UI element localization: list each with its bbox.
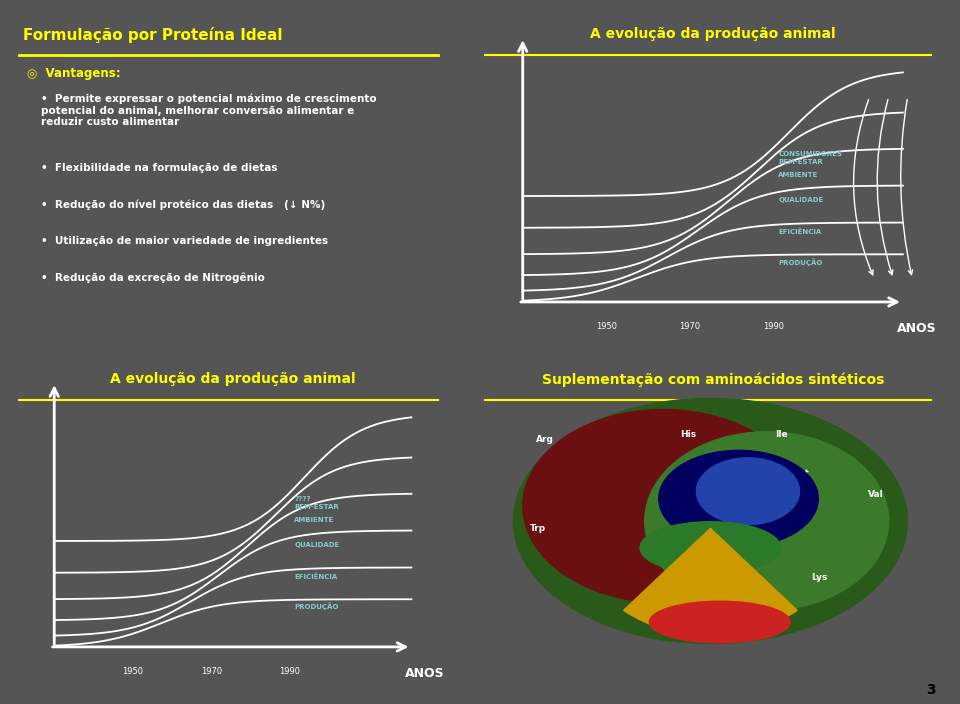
Text: 1990: 1990 bbox=[279, 667, 300, 676]
Wedge shape bbox=[624, 529, 797, 636]
Text: 1950: 1950 bbox=[122, 667, 143, 676]
Ellipse shape bbox=[514, 398, 907, 643]
Text: Lys: Lys bbox=[811, 573, 828, 582]
Text: Thr: Thr bbox=[711, 617, 729, 627]
Text: Formulação por Proteína Ideal: Formulação por Proteína Ideal bbox=[23, 27, 282, 44]
Text: 3: 3 bbox=[926, 683, 936, 697]
Text: •  Flexibilidade na formulação de dietas: • Flexibilidade na formulação de dietas bbox=[41, 163, 277, 173]
Ellipse shape bbox=[649, 601, 790, 643]
Ellipse shape bbox=[696, 458, 800, 524]
Text: •  Redução da excreção de Nitrogênio: • Redução da excreção de Nitrogênio bbox=[41, 272, 265, 283]
Text: A evolução da produção animal: A evolução da produção animal bbox=[110, 372, 355, 386]
Text: Met: Met bbox=[792, 469, 808, 478]
Text: 1970: 1970 bbox=[680, 322, 701, 331]
Text: 1970: 1970 bbox=[201, 667, 222, 676]
Text: 1990: 1990 bbox=[763, 322, 784, 331]
Text: EFICIÊNCIA: EFICIÊNCIA bbox=[779, 228, 822, 234]
Text: ANOS: ANOS bbox=[898, 322, 937, 335]
Text: QUALIDADE: QUALIDADE bbox=[295, 541, 340, 548]
Text: EFICIÊNCIA: EFICIÊNCIA bbox=[295, 573, 338, 579]
Text: BEM-ESTAR: BEM-ESTAR bbox=[295, 505, 339, 510]
Text: Val: Val bbox=[868, 490, 883, 498]
Text: BEM-ESTAR: BEM-ESTAR bbox=[779, 160, 823, 165]
Text: CONSUMIDORES: CONSUMIDORES bbox=[779, 151, 842, 157]
Text: PRODUÇÃO: PRODUÇÃO bbox=[779, 258, 823, 265]
Text: QUALIDADE: QUALIDADE bbox=[779, 196, 824, 203]
Text: Suplementação com aminoácidos sintéticos: Suplementação com aminoácidos sintéticos bbox=[541, 372, 884, 386]
Text: •  Permite expressar o potencial máximo de crescimento
potencial do animal, melh: • Permite expressar o potencial máximo d… bbox=[41, 94, 376, 127]
Text: L-Thr: L-Thr bbox=[702, 543, 727, 552]
Text: •  Utilização de maior variedade de ingredientes: • Utilização de maior variedade de ingre… bbox=[41, 236, 328, 246]
Text: PRODUÇÃO: PRODUÇÃO bbox=[295, 603, 339, 610]
Text: His: His bbox=[680, 430, 696, 439]
Ellipse shape bbox=[640, 522, 780, 574]
Text: ANOS: ANOS bbox=[405, 667, 444, 680]
Ellipse shape bbox=[659, 451, 818, 547]
Text: Trp: Trp bbox=[530, 524, 546, 533]
Text: 1950: 1950 bbox=[596, 322, 617, 331]
Text: ????: ???? bbox=[295, 496, 311, 502]
Text: Arg: Arg bbox=[537, 434, 554, 444]
Ellipse shape bbox=[523, 410, 804, 603]
Ellipse shape bbox=[645, 432, 889, 610]
Text: •  Redução do nível protéico das dietas   (↓ N%): • Redução do nível protéico das dietas (… bbox=[41, 199, 325, 210]
Text: A evolução da produção animal: A evolução da produção animal bbox=[590, 27, 835, 42]
Text: ◎  Vantagens:: ◎ Vantagens: bbox=[28, 67, 121, 80]
Text: Ile: Ile bbox=[776, 430, 788, 439]
Text: AMBIENTE: AMBIENTE bbox=[779, 172, 819, 178]
Text: AMBIENTE: AMBIENTE bbox=[295, 517, 335, 523]
